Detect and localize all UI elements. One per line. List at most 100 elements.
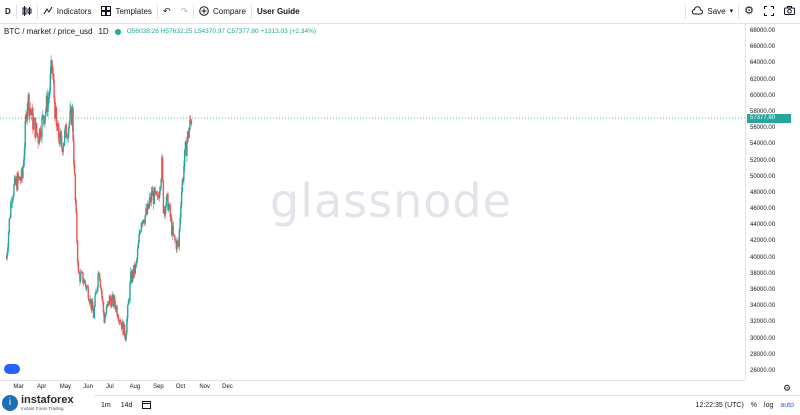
- goto-date-button[interactable]: [137, 400, 156, 411]
- candle-body: [112, 294, 114, 306]
- watermark: glassnode: [270, 174, 512, 228]
- candle: [80, 269, 83, 274]
- chart-type-button[interactable]: [17, 0, 37, 24]
- candle: [51, 61, 54, 77]
- candle: [117, 313, 119, 319]
- candle-body: [187, 131, 190, 138]
- candle-body: [85, 284, 87, 289]
- candle-body: [82, 272, 84, 283]
- candle: [29, 107, 31, 123]
- candle: [75, 197, 77, 214]
- auto-toggle[interactable]: auto: [780, 402, 794, 409]
- indicators-button[interactable]: Indicators: [38, 0, 97, 24]
- percent-toggle[interactable]: %: [750, 402, 758, 409]
- candle: [53, 73, 55, 104]
- candle: [36, 132, 39, 138]
- screenshot-button[interactable]: [779, 0, 800, 24]
- save-button[interactable]: Save ▾: [686, 0, 738, 24]
- compare-button[interactable]: Compare: [194, 0, 251, 24]
- log-toggle[interactable]: log: [764, 402, 774, 409]
- undo-icon: ↶: [162, 6, 171, 16]
- price-tick-label: 54000.00: [750, 141, 776, 148]
- candle-body: [42, 114, 45, 121]
- candle-body: [43, 120, 45, 124]
- candle-body: [66, 137, 68, 139]
- templates-button[interactable]: Templates: [96, 0, 156, 24]
- candle-body: [152, 191, 154, 196]
- candle-body: [63, 142, 65, 147]
- candle: [44, 115, 46, 129]
- candle: [61, 146, 64, 156]
- redo-button[interactable]: ↷: [175, 0, 193, 24]
- candle: [106, 304, 108, 309]
- candle-body: [10, 202, 12, 218]
- candle: [23, 155, 25, 169]
- candle: [92, 297, 94, 311]
- candle-body: [130, 271, 133, 283]
- candle-body: [99, 279, 102, 288]
- chart-pane[interactable]: glassnode BTC / market / price_usd 1D O5…: [0, 24, 800, 395]
- candle-body: [105, 306, 108, 314]
- candle-body: [60, 131, 62, 136]
- fullscreen-button[interactable]: [759, 0, 779, 24]
- top-toolbar: D Indicators Templates ↶ ↷: [0, 0, 800, 24]
- candle: [26, 111, 28, 123]
- candle: [101, 288, 103, 302]
- candle: [70, 105, 73, 126]
- candle-body: [178, 229, 181, 247]
- candle-body: [45, 109, 47, 116]
- toolbar-right: Save ▾ ⚙: [685, 0, 800, 24]
- camera-icon: [784, 6, 795, 17]
- user-guide-button[interactable]: User Guide: [252, 0, 305, 24]
- candle-body: [48, 97, 50, 100]
- candle-body: [181, 179, 184, 192]
- candle-body: [60, 135, 63, 148]
- candle: [73, 160, 76, 176]
- price-chart[interactable]: [0, 24, 745, 380]
- candle: [32, 103, 34, 134]
- candle: [115, 305, 118, 313]
- candle: [111, 291, 114, 302]
- candle-body: [29, 108, 31, 116]
- candle: [13, 183, 15, 198]
- candle: [39, 125, 42, 141]
- price-axis[interactable]: 57377.80 26000.00 28000.00 30000.00 32000.0…: [745, 24, 800, 380]
- axis-settings-button[interactable]: ⚙: [783, 383, 791, 394]
- candle: [166, 193, 168, 201]
- candle-body: [35, 122, 38, 133]
- candle-body: [68, 122, 70, 129]
- candle-body: [141, 222, 143, 224]
- time-axis[interactable]: Mar Apr May Jun Jul Aug Sep Oct Nov Dec: [0, 380, 745, 395]
- candle-body: [127, 305, 129, 319]
- clock-time[interactable]: 12:22:35 (UTC): [695, 402, 744, 409]
- candle: [11, 196, 14, 209]
- candle: [32, 113, 35, 131]
- range-1m-button[interactable]: 1m: [101, 402, 111, 409]
- candle-body: [136, 248, 139, 259]
- candle: [51, 59, 53, 74]
- candle-body: [113, 296, 115, 306]
- candle-body: [33, 118, 36, 120]
- symbol-button[interactable]: D: [0, 0, 16, 24]
- candle-body: [143, 222, 146, 224]
- undo-button[interactable]: ↶: [158, 0, 176, 24]
- candle-body: [77, 262, 80, 272]
- settings-button[interactable]: ⚙: [739, 0, 759, 24]
- range-14d-button[interactable]: 14d: [120, 402, 133, 409]
- price-tick-label: 68000.00: [750, 28, 776, 35]
- candle: [104, 313, 106, 323]
- candle: [57, 120, 59, 132]
- time-tick-label: Dec: [222, 384, 233, 390]
- candle-body: [91, 301, 93, 310]
- candle: [111, 294, 113, 308]
- candle-body: [72, 107, 74, 141]
- candle-body: [111, 294, 114, 298]
- candle-body: [124, 336, 127, 341]
- candle: [162, 179, 165, 215]
- candle-body: [190, 120, 193, 125]
- price-tick-label: 28000.00: [750, 351, 776, 358]
- candle: [21, 166, 23, 183]
- chart-legend: BTC / market / price_usd 1D O56038.26 H5…: [4, 27, 316, 36]
- candle-body: [92, 301, 94, 311]
